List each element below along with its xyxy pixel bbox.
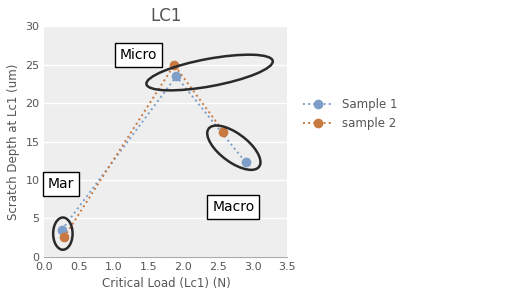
Line: sample 2: sample 2 [59,60,228,242]
Legend: Sample 1, sample 2: Sample 1, sample 2 [298,93,402,135]
Sample 1 [243,160,249,164]
Text: Micro: Micro [119,48,157,62]
Sample 1 [59,228,65,232]
X-axis label: Critical Load (Lc1) (N): Critical Load (Lc1) (N) [101,277,230,290]
Text: Mar: Mar [48,177,74,191]
Text: Macro: Macro [212,200,254,214]
Sample 1 [173,75,179,78]
Line: Sample 1: Sample 1 [57,72,250,235]
Y-axis label: Scratch Depth at Lc1 (um): Scratch Depth at Lc1 (um) [7,63,20,220]
sample 2 [61,236,67,239]
sample 2 [220,130,227,133]
sample 2 [171,63,177,67]
Title: LC1: LC1 [150,7,182,25]
